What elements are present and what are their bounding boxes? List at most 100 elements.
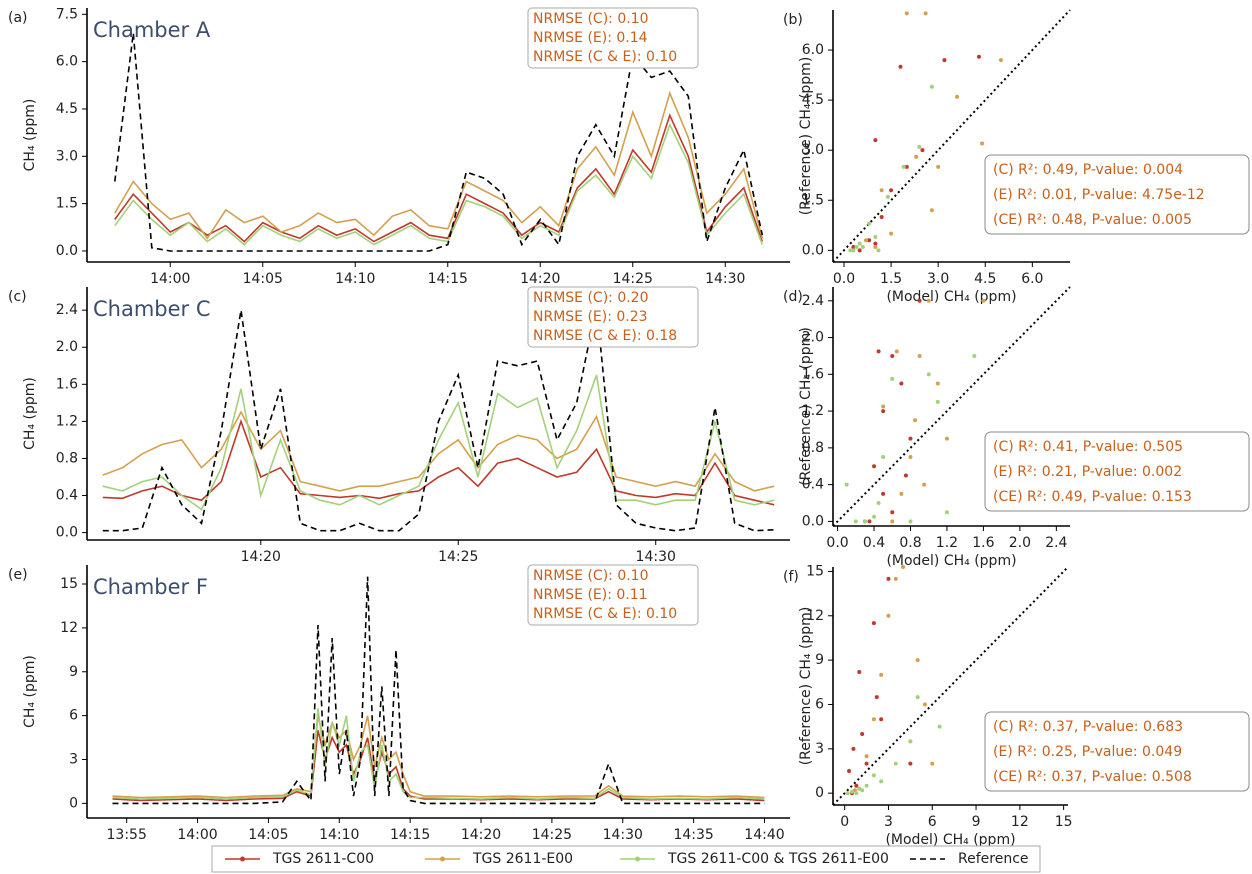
sensor-line (112, 708, 765, 800)
scatter-point (908, 436, 913, 441)
scatter-point (898, 64, 903, 69)
scatter-point (857, 669, 862, 674)
y-tick-label: 0.0 (56, 525, 78, 541)
x-tick-label: 1.2 (936, 535, 958, 551)
sensor-line (114, 122, 764, 246)
x-tick-label: 14:10 (335, 271, 375, 287)
scatter-point (894, 349, 899, 354)
scatter-point (881, 404, 886, 409)
y-tick-label: 15 (60, 576, 78, 592)
scatter-point (890, 519, 895, 524)
scatter-point (944, 510, 949, 515)
panel-label: (b) (783, 12, 803, 28)
x-tick-label: 1.5 (880, 271, 902, 287)
y-tick-label: 15 (806, 563, 824, 579)
y-tick-label: 3.0 (802, 142, 824, 158)
annotation-box (527, 7, 699, 69)
y-tick-label: 1.6 (802, 366, 824, 382)
annotation-box (984, 154, 1250, 235)
y-tick-label: 0.8 (56, 450, 78, 466)
scatter-point (879, 779, 884, 784)
annotation: (C) R²: 0.49, P-value: 0.004 (993, 162, 1183, 178)
scatter-point (848, 248, 853, 253)
annotation: (CE) R²: 0.37, P-value: 0.508 (993, 769, 1192, 785)
scatter-point (872, 514, 877, 519)
scatter-point (908, 455, 913, 460)
scatter-point (885, 194, 890, 199)
sensor-line (102, 374, 775, 511)
scatter-point (935, 381, 940, 386)
scatter-point (860, 788, 865, 793)
sensor-line (102, 418, 775, 506)
scatter-point (879, 717, 884, 722)
reference-line (114, 33, 764, 252)
scatter-point (976, 54, 981, 59)
sensor-line (114, 113, 764, 243)
annotation: (E) R²: 0.25, P-value: 0.049 (993, 744, 1182, 760)
x-axis-label: (Model) CH₄ (ppm) (886, 289, 1016, 305)
y-tick-label: 6.0 (56, 54, 78, 70)
x-tick-label: 14:30 (603, 827, 643, 843)
scatter-point (849, 789, 854, 794)
y-tick-label: 6 (69, 708, 78, 724)
sensor-line (114, 90, 764, 240)
chamber-title: Chamber C (93, 297, 211, 321)
scatter-point (867, 519, 872, 524)
scatter-point (873, 138, 878, 143)
annotation: (E) R²: 0.21, P-value: 0.002 (993, 464, 1182, 480)
scatter-point (876, 501, 881, 506)
scatter-point (913, 418, 918, 423)
legend-label: Reference (958, 851, 1029, 867)
scatter-point (972, 353, 977, 358)
scatter-point (874, 695, 879, 700)
annotation: NRMSE (E): 0.23 (533, 309, 648, 325)
scatter-point (915, 658, 920, 663)
scatter-point (864, 761, 869, 766)
scatter-point (917, 144, 922, 149)
identity-line (832, 286, 1071, 527)
annotation: NRMSE (C & E): 0.10 (533, 606, 677, 622)
y-tick-label: 0.0 (802, 513, 824, 529)
scatter-point (890, 510, 895, 515)
x-tick-label: 14:40 (744, 827, 784, 843)
y-tick-label: 2.0 (56, 339, 78, 355)
panel-label: (f) (783, 569, 799, 585)
x-axis-label: (Model) CH₄ (ppm) (885, 832, 1015, 848)
y-tick-label: 1.5 (56, 196, 78, 212)
y-axis-label: (Reference) CH₄ (ppm) (798, 57, 814, 216)
sensor-line (112, 730, 765, 802)
scatter-point (845, 791, 850, 796)
scatter-point (863, 238, 868, 243)
x-tick-label: 14:00 (177, 827, 217, 843)
y-tick-label: 3.0 (56, 148, 78, 164)
y-axis-label: (Reference) CH₄ (ppm) (798, 607, 814, 766)
scatter-point (867, 238, 872, 243)
scatter-point (853, 519, 858, 524)
annotation: NRMSE (C): 0.10 (533, 11, 649, 27)
scatter-point (935, 399, 940, 404)
y-tick-label: 3 (69, 752, 78, 768)
x-tick-label: 14:15 (428, 271, 468, 287)
scatter-point (879, 188, 884, 193)
x-tick-label: 0.4 (863, 535, 885, 551)
scatter-point (903, 473, 908, 478)
x-tick-label: 14:05 (243, 271, 283, 287)
y-tick-label: 12 (806, 608, 824, 624)
scatter-point (851, 248, 856, 253)
scatter-point (929, 208, 934, 213)
scatter-point (881, 409, 886, 414)
x-tick-label: 13:55 (107, 827, 147, 843)
scatter-point (854, 791, 859, 796)
scatter-point (889, 231, 894, 236)
y-tick-label: 1.2 (802, 403, 824, 419)
scatter-point (899, 381, 904, 386)
y-tick-label: 4.5 (802, 92, 824, 108)
y-tick-label: 0.8 (802, 440, 824, 456)
scatter-point (862, 519, 867, 524)
x-tick-label: 1.6 (972, 535, 994, 551)
scatter-point (917, 353, 922, 358)
scatter-point (851, 746, 856, 751)
x-tick-label: 14:20 (461, 827, 501, 843)
y-axis-label: CH₄ (ppm) (22, 655, 38, 728)
